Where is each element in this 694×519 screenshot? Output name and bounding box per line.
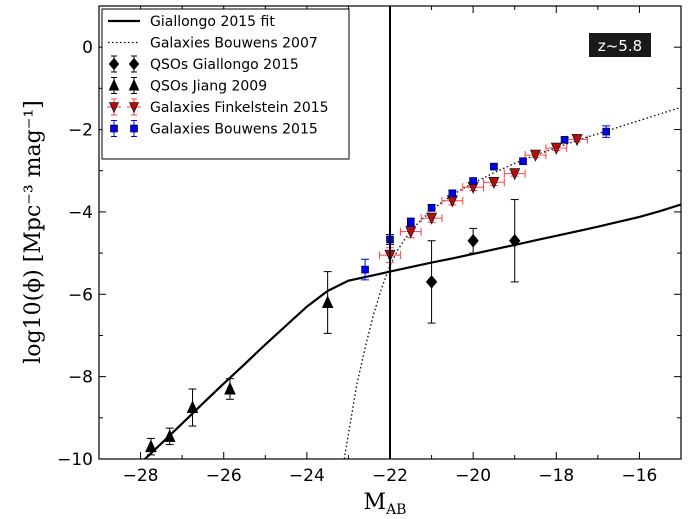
legend-item-giallongo-2015-fit: Giallongo 2015 fit [108, 14, 275, 30]
y-tick-label: 0 [82, 38, 93, 58]
data-point-galaxies-bouwens-2015 [560, 136, 569, 144]
data-point-qsos-jiang-2009 [224, 381, 236, 395]
data-point-galaxies-bouwens-2015 [427, 203, 436, 212]
x-tick-label: −28 [123, 466, 159, 486]
legend-item-galaxies-bouwens-2015: Galaxies Bouwens 2015 [110, 120, 318, 138]
y-tick-label: −10 [57, 450, 93, 470]
redshift-badge: z~5.8 [589, 33, 651, 57]
data-point-qsos-giallongo-2015 [425, 275, 438, 289]
data-point-galaxies-finkelstein-2015 [509, 168, 521, 181]
y-tick-label: −4 [68, 203, 93, 223]
series-line-giallongo-2015-fit [143, 203, 681, 459]
data-point-galaxies-bouwens-2015 [490, 162, 498, 171]
y-tick-label: −6 [68, 285, 93, 305]
legend-swatch-marker [129, 102, 139, 114]
data-point-qsos-giallongo-2015 [467, 233, 479, 248]
y-tick-label: −8 [68, 368, 93, 388]
data-point-qsos-jiang-2009 [186, 400, 199, 414]
legend-label: QSOs Giallongo 2015 [150, 57, 299, 73]
series-galaxies-finkelstein-2015 [379, 134, 588, 264]
legend-label: QSOs Jiang 2009 [150, 79, 267, 95]
legend-swatch-marker [109, 102, 119, 114]
data-point-galaxies-bouwens-2015 [361, 265, 369, 274]
data-point-galaxies-finkelstein-2015 [488, 176, 500, 189]
legend-label: Galaxies Bouwens 2007 [150, 36, 318, 52]
data-point-qsos-jiang-2009 [321, 295, 334, 309]
series-galaxies-bouwens-2007 [343, 106, 681, 459]
data-point-galaxies-finkelstein-2015 [571, 134, 583, 147]
x-tick-label: −16 [621, 466, 657, 486]
legend-swatch-marker [108, 57, 120, 71]
data-point-qsos-jiang-2009 [163, 429, 176, 442]
legend-item-galaxies-finkelstein-2015: Galaxies Finkelstein 2015 [107, 98, 329, 116]
x-tick-label: −24 [289, 466, 325, 486]
series-qsos-jiang-2009 [145, 271, 334, 456]
redshift-badge-text: z~5.8 [598, 37, 642, 55]
legend-swatch-marker [130, 124, 138, 133]
x-tick-label: −20 [455, 466, 491, 486]
data-point-qsos-giallongo-2015 [509, 233, 521, 248]
x-axis-label: MAB [364, 490, 407, 518]
data-point-qsos-jiang-2009 [145, 439, 157, 453]
data-point-galaxies-finkelstein-2015 [550, 142, 562, 155]
series-galaxies-bouwens-2015 [361, 125, 611, 281]
legend-label: Giallongo 2015 fit [150, 14, 275, 30]
y-tick-label: −2 [68, 121, 93, 141]
data-point-galaxies-bouwens-2015 [406, 218, 415, 227]
x-axis-label-subscript: AB [385, 502, 406, 518]
legend-swatch-marker [108, 78, 120, 91]
legend-swatch-marker [128, 57, 140, 71]
data-point-galaxies-bouwens-2015 [602, 127, 610, 136]
legend-swatch-marker [128, 78, 140, 91]
data-point-galaxies-bouwens-2015 [448, 189, 457, 198]
legend-label: Galaxies Bouwens 2015 [150, 122, 318, 138]
legend-item-qsos-giallongo-2015: QSOs Giallongo 2015 [108, 55, 299, 73]
legend-item-qsos-jiang-2009: QSOs Jiang 2009 [108, 77, 267, 95]
y-axis-label: log10(ϕ) [Mpc⁻³ mag⁻¹] [21, 100, 46, 364]
legend-item-galaxies-bouwens-2007: Galaxies Bouwens 2007 [108, 36, 318, 52]
series-giallongo-2015-fit [143, 203, 681, 459]
series-layer [143, 106, 681, 459]
series-line-galaxies-bouwens-2007 [343, 106, 681, 459]
x-tick-label: −26 [206, 466, 242, 486]
data-point-galaxies-finkelstein-2015 [530, 149, 541, 162]
data-point-galaxies-finkelstein-2015 [426, 212, 438, 225]
legend-swatch-marker [110, 124, 118, 133]
data-point-galaxies-bouwens-2015 [519, 157, 527, 166]
x-tick-label: −22 [372, 466, 408, 486]
legend-label: Galaxies Finkelstein 2015 [150, 100, 329, 116]
legend: Giallongo 2015 fit Galaxies Bouwens 2007 Q… [101, 8, 350, 160]
data-point-galaxies-bouwens-2015 [469, 177, 477, 185]
legend-box [101, 8, 350, 160]
series-qsos-giallongo-2015 [425, 199, 521, 324]
x-tick-label: −18 [538, 466, 574, 486]
axis-ticks: −28 −26 −24 −22 −20 −18 −16 0 −2 −4 −6 −8 −10 [57, 5, 682, 486]
